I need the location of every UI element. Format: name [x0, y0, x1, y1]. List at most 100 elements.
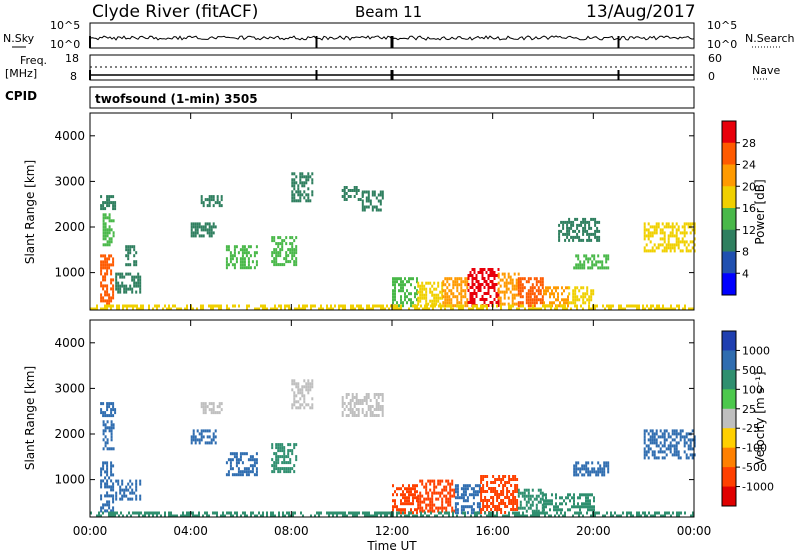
- power-cell: [231, 257, 234, 261]
- power-cell: [661, 228, 664, 232]
- velocity-cell: [158, 511, 160, 515]
- velocity-cell: [516, 499, 519, 502]
- velocity-cell: [462, 487, 465, 491]
- power-cell: [419, 293, 422, 297]
- velocity-cell: [484, 475, 487, 478]
- velocity-cell: [547, 502, 549, 506]
- velocity-cell: [208, 402, 211, 406]
- power-cell: [404, 277, 406, 281]
- power-cell: [309, 199, 312, 203]
- power-cell: [588, 223, 591, 227]
- colorbar-frame: [721, 330, 737, 507]
- velocity-cell: [255, 461, 258, 465]
- velocity-cell: [254, 514, 256, 518]
- power-cell: [570, 220, 573, 224]
- velocity-cell: [622, 511, 624, 515]
- power-cell: [394, 292, 396, 296]
- velocity-cell: [667, 447, 670, 451]
- velocity-cell: [683, 438, 686, 442]
- velocity-cell: [594, 514, 596, 518]
- power-cell: [429, 281, 432, 285]
- power-cell: [589, 266, 592, 270]
- power-cell: [295, 181, 298, 185]
- velocity-cell: [279, 443, 282, 447]
- power-cell: [597, 266, 600, 270]
- velocity-cell: [241, 461, 244, 465]
- power-cell: [204, 198, 207, 202]
- velocity-cell: [307, 379, 310, 383]
- power-cell: [643, 246, 646, 250]
- power-cell: [266, 307, 268, 311]
- power-cell: [104, 293, 107, 297]
- velocity-cell: [464, 511, 466, 515]
- power-cell: [683, 231, 686, 235]
- velocity-cell: [573, 505, 575, 509]
- power-cell: [603, 254, 606, 258]
- power-cell: [192, 307, 194, 311]
- power-cell: [515, 293, 518, 297]
- power-cell: [658, 304, 660, 308]
- velocity-cell: [125, 488, 128, 492]
- power-cell: [241, 248, 244, 252]
- velocity-cell: [102, 464, 105, 468]
- power-cell: [570, 235, 573, 239]
- power-cell: [384, 307, 386, 311]
- colorbar-segment: [722, 229, 736, 252]
- power-cell: [249, 245, 252, 249]
- power-cell: [675, 243, 678, 247]
- velocity-cell: [112, 402, 115, 406]
- power-cell: [102, 216, 105, 220]
- power-cell: [312, 304, 314, 308]
- velocity-cell: [129, 491, 132, 495]
- velocity-cell: [492, 490, 495, 493]
- velocity-cell: [561, 496, 563, 500]
- velocity-cell: [229, 458, 232, 462]
- power-cell: [154, 304, 156, 308]
- power-cell: [503, 272, 506, 276]
- power-cell: [102, 237, 105, 241]
- power-cell: [408, 298, 410, 302]
- velocity-cell: [118, 514, 120, 518]
- velocity-cell: [693, 453, 696, 457]
- velocity-cell: [420, 514, 422, 518]
- power-cell: [293, 196, 296, 200]
- power-cell: [575, 263, 578, 267]
- freq-tick-bottom: 8: [70, 70, 77, 83]
- power-cell: [186, 304, 188, 308]
- power-cell: [396, 301, 398, 305]
- velocity-cell: [295, 455, 298, 459]
- velocity-cell: [311, 406, 314, 410]
- power-cell: [598, 235, 601, 239]
- power-cell: [491, 286, 494, 289]
- velocity-cell: [297, 382, 300, 386]
- velocity-cell: [376, 514, 378, 518]
- power-cell: [232, 304, 234, 308]
- power-cell: [416, 292, 418, 296]
- velocity-cell: [307, 388, 310, 392]
- power-cell: [541, 298, 544, 302]
- power-cell: [358, 307, 360, 311]
- power-cell: [110, 299, 113, 303]
- power-cell: [311, 190, 314, 194]
- power-cell: [419, 296, 422, 300]
- power-cell: [427, 302, 430, 306]
- power-cell: [255, 260, 258, 264]
- power-cell: [505, 284, 508, 288]
- power-cell: [529, 295, 532, 299]
- velocity-cell: [355, 393, 358, 396]
- power-cell: [579, 266, 582, 270]
- velocity-cell: [120, 511, 122, 515]
- power-cell: [421, 284, 424, 288]
- velocity-cell: [687, 438, 690, 442]
- power-cell: [481, 274, 484, 277]
- velocity-cell: [328, 514, 330, 518]
- power-cell: [560, 220, 563, 224]
- power-cell: [424, 304, 426, 308]
- power-cell: [497, 281, 500, 285]
- velocity-cell: [408, 484, 410, 488]
- velocity-cell: [464, 514, 466, 518]
- power-cell: [487, 277, 490, 280]
- velocity-cell: [309, 406, 312, 410]
- power-cell: [212, 198, 215, 202]
